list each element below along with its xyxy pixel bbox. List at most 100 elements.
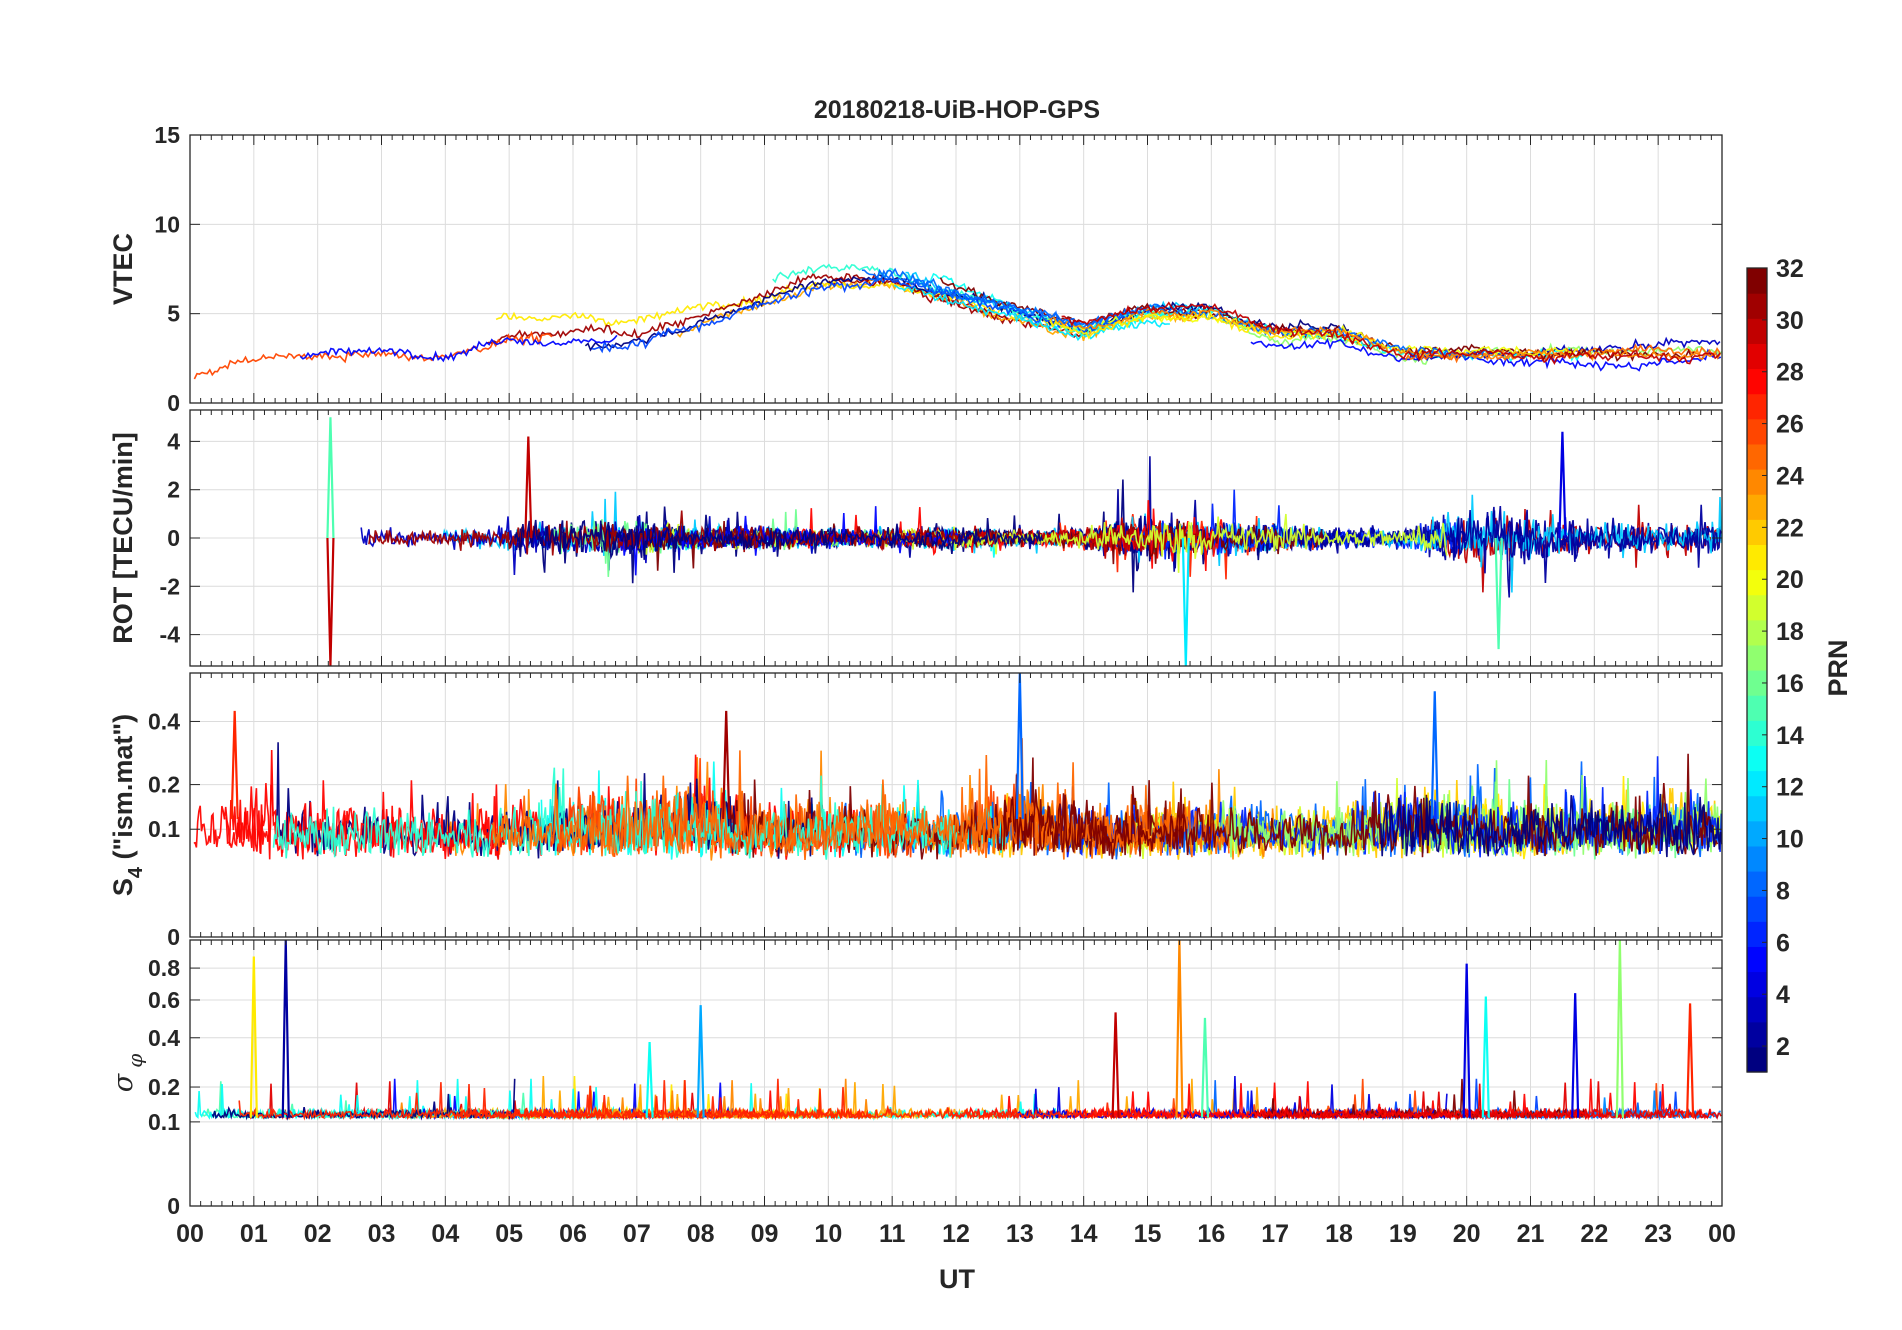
x-tick-label: 13 bbox=[1006, 1220, 1034, 1248]
colorbar-tick-label: 2 bbox=[1776, 1033, 1790, 1061]
x-tick-label: 05 bbox=[495, 1220, 523, 1248]
series-vtec bbox=[193, 263, 1723, 380]
y-tick-label: 2 bbox=[167, 477, 180, 503]
series-line bbox=[1380, 793, 1723, 858]
x-tick-label: 04 bbox=[431, 1220, 459, 1248]
colorbar-segment bbox=[1747, 469, 1767, 495]
y-tick-label: 0.1 bbox=[148, 1109, 180, 1135]
y-tick-label: 0.6 bbox=[148, 987, 180, 1013]
panel-vtec: 0 5 10 15 VTEC bbox=[108, 122, 1723, 416]
spike-mark bbox=[1615, 939, 1624, 1118]
y-tick-label: 0 bbox=[167, 1193, 180, 1219]
y-axis-label-s4: S4 ("ism.mat") bbox=[108, 714, 147, 896]
colorbar-segment bbox=[1747, 544, 1767, 571]
series-sigma_phi bbox=[194, 939, 1722, 1121]
y-axis-label-sigma_phi: σφ bbox=[108, 1054, 147, 1092]
series-s4 bbox=[193, 672, 1723, 861]
colorbar-tick-label: 8 bbox=[1776, 877, 1790, 905]
x-axis-label: UT bbox=[939, 1264, 975, 1294]
series-line bbox=[861, 267, 1488, 360]
colorbar-segment bbox=[1747, 695, 1767, 721]
y-axis-label-rot: ROT [TECU/min] bbox=[108, 432, 138, 643]
y-tick-label: 0.4 bbox=[148, 1025, 180, 1051]
colorbar-segment bbox=[1747, 594, 1767, 621]
x-tick-label: 17 bbox=[1261, 1220, 1289, 1248]
x-tick-label: 00 bbox=[1708, 1220, 1736, 1248]
colorbar-tick-label: 12 bbox=[1776, 774, 1804, 802]
x-axis: 00 01 02 03 04 05 06 07 08 09 10 11 12 13 14 15 16 17 18 19… bbox=[176, 1220, 1736, 1248]
colorbar-segment bbox=[1747, 293, 1767, 319]
colorbar-tick-label: 6 bbox=[1776, 929, 1790, 957]
spike-mark bbox=[1481, 996, 1490, 1118]
x-tick-label: 23 bbox=[1644, 1220, 1672, 1248]
spike-mark bbox=[1175, 939, 1184, 1118]
y-tick-label: 0 bbox=[167, 390, 180, 416]
series-line bbox=[1369, 341, 1721, 362]
series-line bbox=[710, 456, 1469, 572]
colorbar-tick-label: 24 bbox=[1776, 462, 1804, 490]
colorbar-segment bbox=[1747, 820, 1767, 847]
y-tick-label: 0.1 bbox=[148, 816, 180, 842]
x-tick-label: 02 bbox=[304, 1220, 332, 1248]
spike-mark bbox=[249, 956, 258, 1118]
series-line bbox=[893, 284, 1170, 342]
spike-mark bbox=[1685, 1003, 1695, 1118]
x-tick-label: 14 bbox=[1070, 1220, 1098, 1248]
x-tick-label: 21 bbox=[1517, 1220, 1545, 1248]
series-line bbox=[1049, 307, 1375, 341]
colorbar-tick-label: 30 bbox=[1776, 307, 1804, 335]
colorbar-segment bbox=[1747, 745, 1767, 772]
x-tick-label: 22 bbox=[1580, 1220, 1608, 1248]
colorbar-tick-label: 16 bbox=[1776, 670, 1804, 698]
chart-title: 20180218-UiB-HOP-GPS bbox=[814, 96, 1100, 124]
spike-mark bbox=[1571, 993, 1580, 1118]
colorbar-segment bbox=[1747, 368, 1767, 395]
x-tick-label: 12 bbox=[942, 1220, 970, 1248]
colorbar-tick-label: 18 bbox=[1776, 618, 1804, 646]
y-tick-label: 10 bbox=[154, 211, 180, 237]
series-line bbox=[495, 280, 1123, 333]
colorbar-tick-label: 32 bbox=[1776, 255, 1804, 283]
colorbar-segment bbox=[1747, 770, 1767, 797]
spike-mark bbox=[1181, 537, 1190, 667]
panel-rot: -4 -2 0 2 4 ROT [TECU/min] bbox=[108, 409, 1723, 667]
colorbar-segment bbox=[1747, 443, 1767, 470]
y-tick-label: 4 bbox=[167, 428, 180, 454]
x-tick-label: 18 bbox=[1325, 1220, 1353, 1248]
x-tick-label: 00 bbox=[176, 1220, 204, 1248]
colorbar-segment bbox=[1747, 871, 1767, 897]
series-line bbox=[193, 330, 553, 380]
y-tick-label: 0.2 bbox=[148, 772, 180, 798]
colorbar-tick-label: 26 bbox=[1776, 411, 1804, 439]
colorbar-segment bbox=[1747, 494, 1767, 520]
colorbar-segment bbox=[1747, 670, 1767, 696]
colorbar-tick-label: 20 bbox=[1776, 566, 1804, 594]
x-tick-label: 10 bbox=[814, 1220, 842, 1248]
series-line bbox=[299, 334, 618, 363]
panel-sigma_phi: 0 0.1 0.2 0.4 0.6 0.8 σφ bbox=[108, 939, 1723, 1219]
spike-mark bbox=[696, 1005, 705, 1118]
colorbar-frame bbox=[1746, 267, 1768, 1073]
spike-mark bbox=[645, 1041, 654, 1118]
colorbar-segment bbox=[1747, 720, 1767, 746]
colorbar-tick-label: 14 bbox=[1776, 722, 1804, 750]
x-tick-label: 11 bbox=[879, 1220, 906, 1248]
colorbar-tick-label: 28 bbox=[1776, 359, 1804, 387]
series-line bbox=[1049, 312, 1363, 347]
colorbar-segment bbox=[1747, 996, 1767, 1023]
spike-mark bbox=[326, 417, 335, 539]
colorbar-segment bbox=[1747, 393, 1767, 420]
colorbar-segment bbox=[1747, 896, 1767, 922]
x-tick-label: 06 bbox=[559, 1220, 587, 1248]
series-rot bbox=[326, 417, 1723, 667]
colorbar-tick-label: 10 bbox=[1776, 826, 1804, 854]
colorbar-label: PRN bbox=[1823, 639, 1853, 696]
panel-s4: 0 0.1 0.2 0.4S4 ("ism.mat") bbox=[108, 672, 1723, 950]
x-tick-label: 03 bbox=[368, 1220, 396, 1248]
colorbar-segment bbox=[1747, 619, 1767, 646]
y-tick-label: -2 bbox=[160, 573, 180, 599]
colorbar-segment bbox=[1747, 1046, 1767, 1073]
grid-sigma_phi bbox=[190, 940, 1722, 1207]
colorbar-segment bbox=[1747, 569, 1767, 596]
